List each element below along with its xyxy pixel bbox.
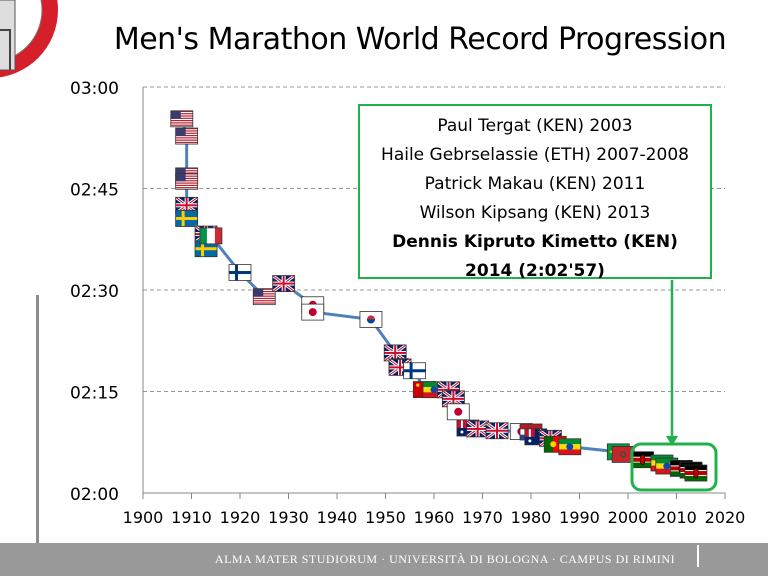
- flag-marker-jpn: [301, 303, 325, 321]
- flag-marker-ita: [199, 227, 223, 245]
- decorative-divider: [36, 295, 39, 545]
- y-tick-label: 02:45: [70, 181, 119, 201]
- record-holders-callout: Paul Tergat (KEN) 2003 Haile Gebrselassi…: [358, 104, 712, 281]
- flag-marker-fin: [403, 362, 427, 380]
- x-tick-label: 1980: [511, 508, 552, 527]
- university-seal-logo: [0, 0, 58, 78]
- flag-marker-usa: [252, 288, 276, 306]
- x-tick-label: 1930: [268, 508, 309, 527]
- x-tick-label: 2010: [656, 508, 697, 527]
- flag-marker-mar: [611, 446, 635, 463]
- callout-line: Patrick Makau (KEN) 2011: [424, 174, 646, 194]
- flag-marker-jpn: [446, 403, 470, 421]
- flag-marker-fin: [228, 264, 252, 281]
- x-tick-label: 2020: [705, 508, 746, 527]
- footer-divider: [697, 545, 699, 567]
- flag-marker-ken: [631, 451, 654, 469]
- footer-band: ALMA MATER STUDIORUM · UNIVERSITÀ DI BOL…: [0, 543, 768, 576]
- record-progression-chart: 02:00 02:15 02:30 02:45 03:00 1900 1910 1920 193…: [70, 79, 746, 527]
- flag-marker-gbr: [465, 419, 490, 439]
- y-tick-label: 02:00: [70, 485, 119, 505]
- callout-line: Haile Gebrselassie (ETH) 2007-2008: [381, 145, 689, 165]
- x-tick-label: 2000: [608, 508, 649, 527]
- x-tick-label: 1920: [220, 508, 261, 527]
- x-tick-label: 1960: [414, 508, 455, 527]
- flag-marker-gbr: [383, 343, 408, 363]
- footer-text: ALMA MATER STUDIORUM · UNIVERSITÀ DI BOL…: [214, 552, 676, 566]
- y-tick-label: 03:00: [70, 79, 119, 99]
- slide-title: Men's Marathon World Record Progression: [113, 22, 727, 57]
- x-tick-label: 1970: [462, 508, 503, 527]
- current-record-highlight: [630, 442, 718, 492]
- x-tick-label: 1990: [559, 508, 600, 527]
- flag-marker-swe: [194, 240, 218, 258]
- flag-marker-kor: [359, 311, 383, 328]
- y-tick-label: 02:15: [70, 384, 119, 404]
- x-tick-label: 1950: [365, 508, 406, 527]
- callout-line: Wilson Kipsang (KEN) 2013: [419, 203, 651, 223]
- flag-marker-ken: [684, 464, 708, 482]
- callout-current-record-time: 2014 (2:02'57): [465, 261, 605, 281]
- callout-current-record: Dennis Kipruto Kimetto (KEN): [392, 232, 678, 252]
- x-tick-label: 1910: [171, 508, 212, 527]
- flag-marker-swe: [175, 210, 199, 227]
- flag-marker-usa: [175, 172, 199, 190]
- callout-line: Paul Tergat (KEN) 2003: [437, 116, 633, 136]
- callout-arrowhead: [666, 436, 678, 446]
- flag-marker-usa: [170, 110, 194, 128]
- flag-marker-gbr: [485, 421, 509, 440]
- flag-marker-usa: [175, 127, 199, 145]
- x-tick-label: 1940: [317, 508, 358, 527]
- flag-marker-eth: [558, 438, 582, 456]
- flag-marker-gbr: [271, 274, 296, 293]
- y-tick-label: 02:30: [70, 282, 119, 302]
- x-tick-label: 1900: [123, 508, 164, 527]
